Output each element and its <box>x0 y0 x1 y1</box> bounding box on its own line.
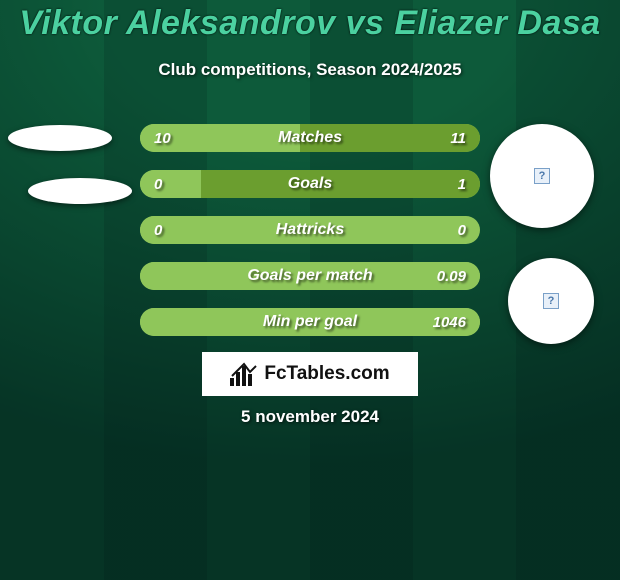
stat-label: Goals <box>140 170 480 198</box>
stat-label: Min per goal <box>140 308 480 336</box>
stat-value-left: 10 <box>154 124 171 152</box>
stat-label: Hattricks <box>140 216 480 244</box>
stat-value-left: 0 <box>154 216 162 244</box>
brand-box: FcTables.com <box>202 352 418 396</box>
missing-image-icon: ? <box>543 293 559 309</box>
stat-value-right: 11 <box>450 124 466 152</box>
fctables-logo-icon <box>230 362 258 386</box>
stat-row: Goals per match0.09 <box>140 262 480 290</box>
stat-value-right: 0 <box>458 216 466 244</box>
stat-bars: Matches1011Goals01Hattricks00Goals per m… <box>140 124 480 354</box>
stat-value-right: 1 <box>458 170 466 198</box>
page-title: Viktor Aleksandrov vs Eliazer Dasa <box>0 4 620 43</box>
player-ellipse-0 <box>8 125 112 151</box>
stat-value-left: 0 <box>154 170 162 198</box>
stat-row: Goals0 1 <box>140 170 480 198</box>
stat-label: Goals per match <box>140 262 480 290</box>
missing-image-icon: ? <box>534 168 550 184</box>
stat-row: Min per goal1046 <box>140 308 480 336</box>
stat-value-right: 1046 <box>433 308 466 336</box>
crest-circle-0: ? <box>490 124 594 228</box>
comparison-infographic: Viktor Aleksandrov vs Eliazer Dasa Club … <box>0 0 620 580</box>
page-subtitle: Club competitions, Season 2024/2025 <box>0 60 620 80</box>
brand-text: FcTables.com <box>264 363 389 385</box>
stat-row: Hattricks0 0 <box>140 216 480 244</box>
stat-value-right: 0.09 <box>437 262 466 290</box>
crest-circle-1: ? <box>508 258 594 344</box>
player-ellipse-1 <box>28 178 132 204</box>
footer-date: 5 november 2024 <box>0 407 620 427</box>
stat-label: Matches <box>140 124 480 152</box>
stat-row: Matches10 11 <box>140 124 480 152</box>
